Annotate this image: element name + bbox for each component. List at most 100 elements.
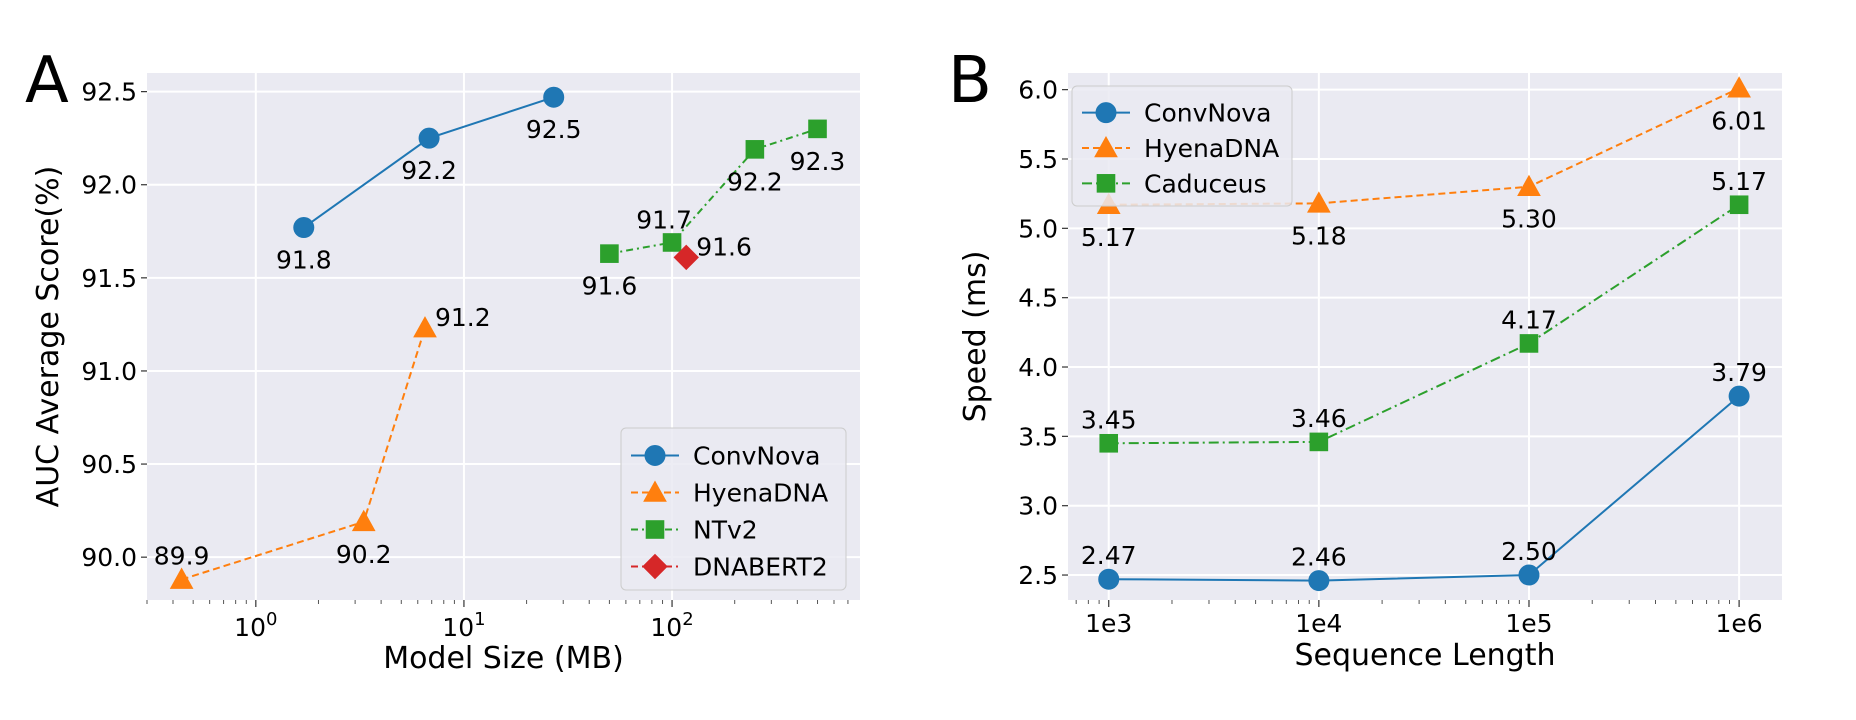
data-label: 2.50: [1501, 537, 1557, 566]
data-point: [745, 140, 765, 159]
legend-label: ConvNova: [693, 442, 821, 471]
x-tick-exponent: 2: [682, 609, 693, 630]
data-label: 2.47: [1081, 541, 1137, 570]
data-label: 89.9: [154, 542, 210, 571]
series-ntv2: 91.691.792.292.3: [582, 119, 846, 301]
y-tick-label: 4.0: [1018, 353, 1058, 382]
data-point: [1307, 191, 1331, 213]
legend-label: ConvNova: [1144, 99, 1272, 128]
data-label: 92.2: [401, 156, 457, 185]
data-point: [1729, 195, 1749, 215]
series-hyenadna: 89.9 90.2 91.2: [154, 303, 491, 589]
data-point: [1518, 564, 1540, 586]
legend-label: DNABERT2: [693, 553, 828, 582]
data-point: [673, 244, 699, 271]
legend-box: [1071, 85, 1293, 207]
legend-marker: [1094, 135, 1118, 158]
x-tick-label: 1e4: [1295, 609, 1342, 638]
data-point: [543, 86, 565, 108]
data-label: 5.30: [1501, 205, 1557, 234]
x-tick-base: 10: [234, 613, 266, 642]
y-tick-label: 90.0: [81, 543, 137, 572]
legend: ConvNova HyenaDNA Caduceus: [1071, 85, 1293, 207]
data-label: 5.18: [1291, 221, 1347, 250]
legend-marker: [1096, 174, 1116, 193]
data-label: 6.01: [1711, 106, 1767, 135]
legend-marker: [1095, 102, 1117, 124]
data-point: [1309, 432, 1329, 452]
data-point: [1099, 433, 1119, 453]
data-label: 5.17: [1711, 167, 1767, 196]
data-label: 92.2: [727, 167, 783, 196]
data-label: 4.17: [1501, 305, 1557, 334]
x-axis-label: Sequence Length: [1295, 638, 1556, 673]
legend-box: [620, 427, 847, 591]
data-point: [600, 244, 619, 263]
panel-letter: B: [948, 44, 992, 118]
y-tick-label: 4.5: [1018, 284, 1058, 313]
x-tick-label: 1e3: [1085, 609, 1132, 638]
data-label: 92.5: [526, 115, 582, 144]
series-caduceus: 3.45 3.46 4.17 5.17: [1081, 167, 1767, 453]
data-label: 91.6: [696, 232, 752, 261]
y-tick-label: 92.0: [81, 171, 137, 200]
data-point: [169, 567, 194, 589]
y-axis-label: Speed (ms): [958, 251, 993, 423]
x-tick-exponent: 0: [266, 609, 277, 630]
x-tick-exponent: 1: [474, 609, 485, 630]
data-label: 90.2: [336, 540, 392, 569]
y-axis-label: AUC Average Score(%): [31, 166, 66, 508]
legend-label: HyenaDNA: [693, 479, 828, 508]
data-point: [1519, 334, 1539, 353]
x-tick-label: 102: [650, 609, 693, 642]
series-line: [1108, 395, 1740, 582]
x-axis-label: Model Size (MB): [383, 641, 624, 676]
data-label: 91.8: [276, 246, 332, 275]
x-tick-label: 100: [234, 609, 277, 642]
x-tick-label: 101: [442, 609, 485, 642]
data-label: 91.2: [435, 303, 491, 332]
data-label: 2.46: [1291, 543, 1347, 572]
y-tick-label: 3.0: [1018, 492, 1058, 521]
data-point: [662, 233, 682, 252]
chart-b: B 2.5 3.0 3.5 4.0 4.5 5.0 5.5 6.0 1e3 1e4 1e5 1e6 Seq…: [948, 44, 1782, 673]
x-tick-label: 1e6: [1716, 609, 1763, 638]
panel-letter: A: [25, 44, 69, 118]
data-point: [1727, 76, 1751, 98]
legend-marker: [644, 445, 666, 466]
data-point: [1098, 568, 1120, 590]
data-point: [1308, 570, 1330, 592]
series-line: [609, 127, 818, 255]
series-line: [1108, 203, 1740, 445]
data-point: [808, 119, 827, 139]
x-tick-base: 10: [650, 613, 682, 642]
series-convnova: 2.47 2.46 2.50 3.79: [1081, 358, 1767, 592]
series-convnova: 91.8 92.2 92.5: [276, 86, 582, 275]
y-tick-label: 6.0: [1018, 76, 1058, 105]
legend: ConvNova HyenaDNA NTv2 DNABERT2: [620, 427, 847, 591]
y-tick-label: 3.5: [1018, 422, 1058, 451]
y-tick-label: 92.5: [81, 78, 137, 107]
y-tick-label: 91.5: [81, 264, 137, 293]
legend-label: NTv2: [693, 516, 758, 545]
y-tick-label: 91.0: [81, 357, 137, 386]
data-label: 3.45: [1081, 405, 1137, 434]
legend-label: HyenaDNA: [1144, 134, 1279, 163]
y-tick-label: 2.5: [1018, 561, 1058, 590]
legend-label: Caduceus: [1144, 169, 1267, 198]
x-tick-label: 1e5: [1505, 609, 1552, 638]
data-point: [1517, 174, 1541, 197]
data-label: 91.7: [636, 205, 692, 234]
data-point: [293, 217, 315, 239]
data-point: [1728, 385, 1750, 407]
data-label: 3.79: [1711, 358, 1767, 387]
y-tick-label: 5.0: [1018, 214, 1058, 243]
series-dnabert2: 91.6: [673, 232, 752, 271]
data-point: [351, 509, 376, 532]
y-tick-label: 5.5: [1018, 145, 1058, 174]
y-tick-label: 90.5: [81, 450, 137, 479]
data-label: 3.46: [1291, 404, 1347, 433]
data-label: 91.6: [582, 272, 638, 301]
data-label: 92.3: [790, 147, 846, 176]
